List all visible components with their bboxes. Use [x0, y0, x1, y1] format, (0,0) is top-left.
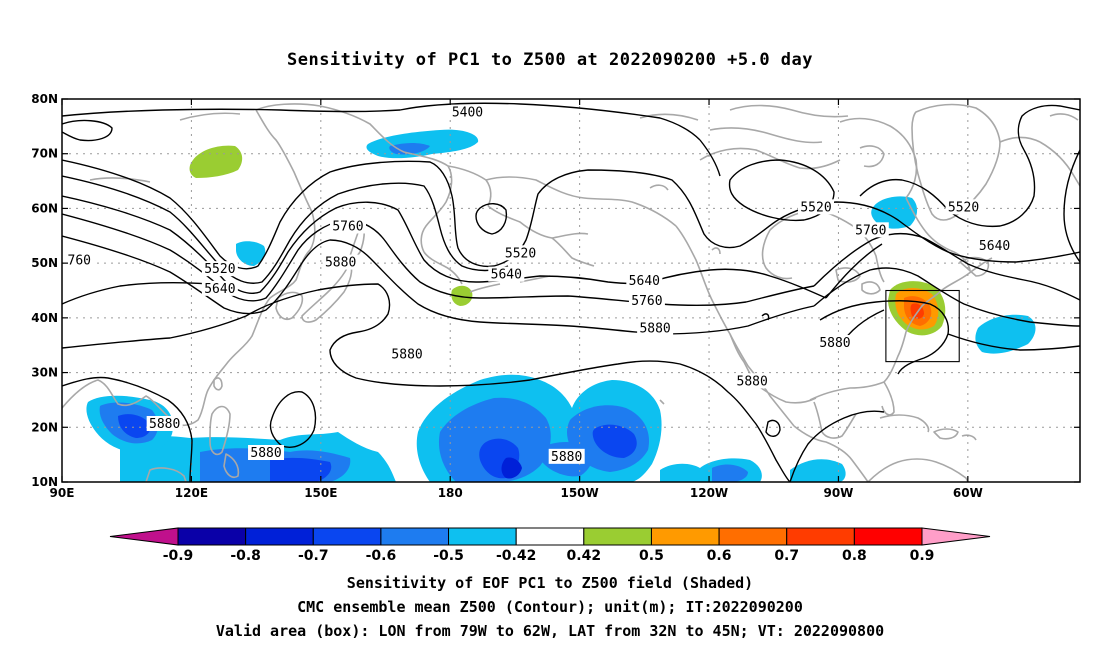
contour-label-bg-6	[389, 346, 426, 362]
colorbar-swatch-6	[583, 527, 652, 546]
colorbar-label-9: 0.7	[774, 548, 799, 564]
colorbar-swatch-7	[650, 527, 720, 546]
lon-label-3: 180	[438, 486, 463, 500]
lat-label-7: 10N	[31, 475, 58, 489]
colorbar-label-7: 0.5	[639, 548, 664, 564]
colorbar-swatch-10	[853, 527, 923, 546]
colorbar-swatch-4	[448, 527, 517, 546]
lat-label-3: 50N	[31, 256, 58, 270]
colorbar-labels: -0.9 -0.8 -0.7 -0.6 -0.5 -0.42 0.42 0.5 0.6 0.7 0.…	[163, 548, 935, 564]
contour-label-19: 5640	[979, 239, 1010, 254]
contour-label-15: 5880	[551, 450, 582, 465]
gridlines	[62, 99, 1080, 482]
colorbar-swatch-5	[515, 527, 585, 546]
colorbar-label-6: 0.42	[567, 548, 602, 564]
lon-label-2: 150E	[304, 486, 337, 500]
chart-title: Sensitivity of PC1 to Z500 at 2022090200…	[286, 50, 813, 70]
lon-label-5: 120W	[690, 486, 728, 500]
lat-label-5: 30N	[31, 366, 58, 380]
contour-label-9: 5640	[629, 274, 660, 289]
valid-area-box	[885, 289, 960, 363]
contour-label-16: 5520	[800, 200, 831, 215]
colorbar-label-2: -0.7	[298, 548, 329, 564]
colorbar-swatch-1	[245, 527, 314, 546]
contour-label-bg-4	[329, 218, 366, 234]
colorbar-label-8: 0.6	[707, 548, 732, 564]
contour-label-7: 5520	[505, 246, 536, 261]
lon-label-0: 90E	[50, 486, 75, 500]
contour-label-bg-0	[449, 104, 486, 120]
lon-label-1: 120E	[175, 486, 208, 500]
contour-label-bg-18	[945, 199, 982, 215]
colorbar-swatch-0	[177, 527, 247, 546]
contour-label-bg-12	[734, 373, 771, 389]
colorbar-swatch-3	[380, 527, 450, 546]
contour-label-bg-11	[637, 320, 674, 336]
longitude-labels: 90E 120E 150E 180 150W 120W 90W 60W	[50, 486, 983, 500]
contour-label-bg-17	[852, 222, 889, 238]
contour-label-10: 5760	[631, 294, 662, 309]
colorbar-swatch-9	[786, 527, 855, 546]
contour-label-8: 5640	[491, 268, 522, 283]
contour-label-17: 5760	[855, 223, 886, 238]
colorbar-label-3: -0.6	[366, 548, 397, 564]
contour-label-bg-13	[146, 416, 183, 432]
lon-label-6: 90W	[823, 486, 853, 500]
lon-label-7: 60W	[953, 486, 983, 500]
colorbar-label-0: -0.9	[163, 548, 194, 564]
contour-label-bg-2	[201, 280, 238, 296]
contour-label-bg-10	[628, 292, 665, 308]
contour-label-4: 5760	[332, 219, 363, 234]
colorbar-extend-high	[921, 527, 991, 546]
lat-label-0: 80N	[31, 92, 58, 106]
colorbar-label-4: -0.5	[433, 548, 464, 564]
map-frame	[61, 98, 1081, 483]
contour-labels: 5400 5520 5640 760 5760 5880 5880 5520 5640 5640 5…	[65, 104, 1013, 465]
contour-label-bg-1	[201, 261, 238, 277]
footer-shaded-caption: Sensitivity of EOF PC1 to Z500 field (Sh…	[346, 574, 754, 592]
contour-label-bg-16	[798, 199, 835, 215]
contour-label-bg-9	[626, 273, 663, 289]
contour-label-14: 5880	[250, 446, 281, 461]
contour-label-bg-7	[502, 245, 539, 261]
colorbar-swatch-8	[718, 527, 788, 546]
axis-ticks	[61, 98, 1080, 483]
contour-label-11: 5880	[639, 321, 670, 336]
contour-label-20: 5880	[819, 336, 850, 351]
contour-label-18: 5520	[948, 200, 979, 215]
lat-label-6: 20N	[31, 420, 58, 434]
contour-label-3: 760	[68, 253, 91, 268]
contour-label-bg-20	[816, 335, 853, 351]
contour-label-bg-19	[976, 238, 1013, 254]
contour-label-bg-8	[488, 266, 525, 282]
contour-label-5: 5880	[325, 256, 356, 271]
contour-label-13: 5880	[149, 417, 180, 432]
contour-label-bg-15	[548, 448, 585, 464]
contour-label-bg-14	[248, 445, 285, 461]
lat-label-2: 60N	[31, 201, 58, 215]
colorbar-extend-low	[109, 527, 179, 546]
contour-label-0: 5400	[452, 106, 483, 121]
contour-label-bg-3	[65, 252, 94, 268]
colorbar	[109, 527, 991, 546]
lat-label-4: 40N	[31, 311, 58, 325]
colorbar-label-11: 0.9	[910, 548, 935, 564]
footer-valid-area-caption: Valid area (box): LON from 79W to 62W, L…	[215, 622, 885, 640]
contour-label-1: 5520	[204, 262, 235, 277]
contour-label-bg-5	[322, 254, 359, 270]
latitude-labels: 80N 70N 60N 50N 40N 30N 20N 10N	[31, 92, 58, 489]
colorbar-label-5: -0.42	[496, 548, 536, 564]
contour-label-6: 5880	[391, 348, 422, 363]
contour-label-2: 5640	[204, 282, 235, 297]
lat-label-1: 70N	[31, 147, 58, 161]
lon-label-4: 150W	[560, 486, 598, 500]
colorbar-label-1: -0.8	[230, 548, 261, 564]
contour-label-12: 5880	[737, 374, 768, 389]
footer-contour-caption: CMC ensemble mean Z500 (Contour); unit(m…	[297, 598, 803, 616]
shaded-sensitivity	[86, 129, 1036, 482]
colorbar-swatch-2	[312, 527, 382, 546]
colorbar-label-10: 0.8	[842, 548, 867, 564]
